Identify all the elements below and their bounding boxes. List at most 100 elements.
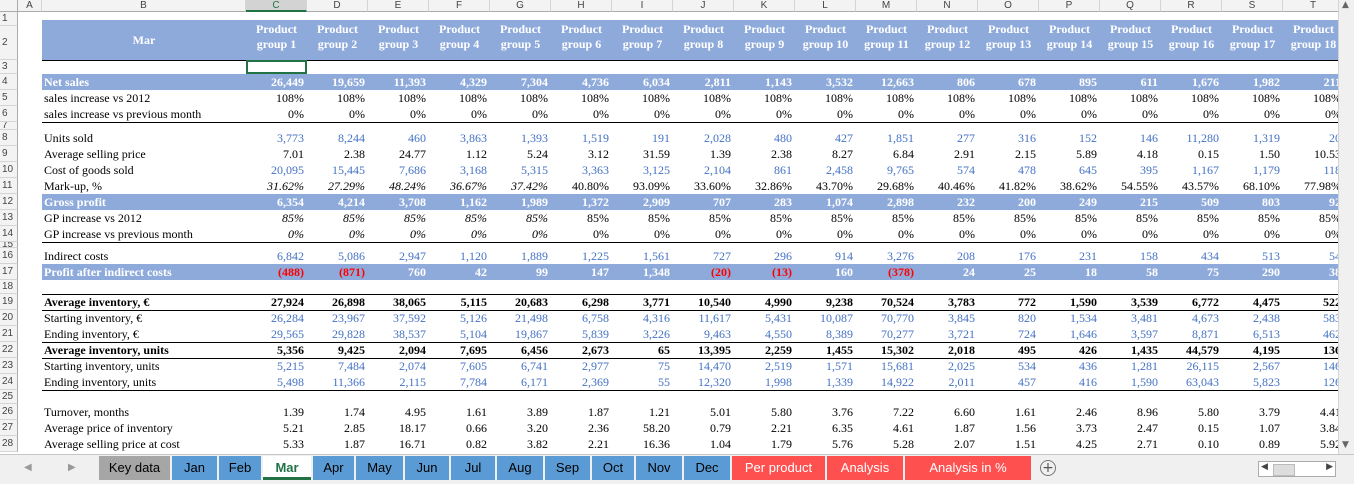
data-cell[interactable]: 160 xyxy=(835,265,853,279)
data-cell[interactable]: 1,167 xyxy=(1192,163,1219,177)
data-cell[interactable]: 1,281 xyxy=(1131,359,1158,373)
data-cell[interactable]: 1,143 xyxy=(765,75,792,89)
data-cell[interactable]: 93.09% xyxy=(633,179,670,193)
data-cell[interactable]: 5.33 xyxy=(283,437,304,451)
data-cell[interactable]: 2.47 xyxy=(1137,421,1158,435)
scroll-down-icon[interactable]: ▼ xyxy=(1342,440,1349,450)
column-header-t[interactable]: T xyxy=(1283,0,1338,12)
sheet-tab-analysis[interactable]: Analysis xyxy=(827,456,903,480)
data-cell[interactable]: 18 xyxy=(1085,265,1097,279)
row-header-28[interactable]: 28 xyxy=(0,436,18,452)
data-cell[interactable]: 5,126 xyxy=(460,311,487,325)
row-header-3[interactable]: 3 xyxy=(0,60,18,74)
data-cell[interactable]: 0% xyxy=(898,107,914,121)
data-cell[interactable]: 5.01 xyxy=(710,405,731,419)
row-header-1[interactable]: 1 xyxy=(0,12,18,26)
data-cell[interactable]: 3.12 xyxy=(588,147,609,161)
data-cell[interactable]: 0% xyxy=(1020,227,1036,241)
data-cell[interactable]: 85% xyxy=(1197,211,1219,225)
data-cell[interactable]: 2.15 xyxy=(1015,147,1036,161)
data-cell[interactable]: 1,372 xyxy=(582,195,609,209)
data-cell[interactable]: 10.53 xyxy=(1314,147,1338,161)
data-cell[interactable]: 4.95 xyxy=(405,405,426,419)
data-cell[interactable]: 2,811 xyxy=(704,75,731,89)
row-header-4[interactable]: 4 xyxy=(0,74,18,90)
sheet-tab-jan[interactable]: Jan xyxy=(172,456,217,480)
data-cell[interactable]: 85% xyxy=(282,211,304,225)
data-cell[interactable]: 434 xyxy=(1201,249,1219,263)
data-cell[interactable]: 48.24% xyxy=(389,179,426,193)
data-cell[interactable]: 211 xyxy=(1323,75,1338,89)
data-cell[interactable]: 416 xyxy=(1079,375,1097,389)
data-cell[interactable]: 5,086 xyxy=(338,249,365,263)
data-cell[interactable]: 108% xyxy=(1069,91,1097,105)
data-cell[interactable]: 0% xyxy=(471,227,487,241)
data-cell[interactable]: 4,990 xyxy=(765,295,792,309)
data-cell[interactable]: 0% xyxy=(898,227,914,241)
data-cell[interactable]: 147 xyxy=(591,265,609,279)
data-cell[interactable]: 1.61 xyxy=(1015,405,1036,419)
data-cell[interactable]: 21,498 xyxy=(515,311,548,325)
data-cell[interactable]: 513 xyxy=(1262,249,1280,263)
data-cell[interactable]: 480 xyxy=(774,131,792,145)
row-header-2[interactable]: 2 xyxy=(0,26,18,60)
sheet-tab-jul[interactable]: Jul xyxy=(451,456,495,480)
sheet-tab-analysis-in-[interactable]: Analysis in % xyxy=(905,456,1031,480)
data-cell[interactable]: 534 xyxy=(1018,359,1036,373)
data-cell[interactable]: 4,195 xyxy=(1253,343,1280,357)
data-cell[interactable]: 31.59 xyxy=(643,147,670,161)
data-cell[interactable]: 7,784 xyxy=(460,375,487,389)
data-cell[interactable]: 70,524 xyxy=(881,295,914,309)
data-cell[interactable]: 772 xyxy=(1018,295,1036,309)
row-header-26[interactable]: 26 xyxy=(0,404,18,420)
data-cell[interactable]: 2,567 xyxy=(1253,359,1280,373)
column-header-g[interactable]: G xyxy=(490,0,551,12)
data-cell[interactable]: 146 xyxy=(1323,359,1338,373)
data-cell[interactable]: 2,025 xyxy=(948,359,975,373)
sheet-tab-mar[interactable]: Mar xyxy=(263,456,311,480)
data-cell[interactable]: 0% xyxy=(532,107,548,121)
data-cell[interactable]: 23,967 xyxy=(332,311,365,325)
data-cell[interactable]: 1.39 xyxy=(283,405,304,419)
data-cell[interactable]: 0% xyxy=(593,227,609,241)
data-cell[interactable]: 29.68% xyxy=(877,179,914,193)
data-cell[interactable]: 108% xyxy=(276,91,304,105)
data-cell[interactable]: 6,354 xyxy=(277,195,304,209)
data-cell[interactable]: 2,259 xyxy=(765,343,792,357)
data-cell[interactable]: 1.39 xyxy=(710,147,731,161)
sheet-tab-feb[interactable]: Feb xyxy=(219,456,261,480)
data-cell[interactable]: 296 xyxy=(774,249,792,263)
data-cell[interactable]: 38,065 xyxy=(393,295,426,309)
data-cell[interactable]: 5,315 xyxy=(521,163,548,177)
data-cell[interactable]: 16.71 xyxy=(399,437,426,451)
data-cell[interactable]: 820 xyxy=(1018,311,1036,325)
data-cell[interactable]: 724 xyxy=(1018,327,1036,341)
data-cell[interactable]: 108% xyxy=(581,91,609,105)
data-cell[interactable]: 0% xyxy=(471,107,487,121)
row-header-15[interactable]: 15 xyxy=(0,242,18,248)
data-cell[interactable]: 38.62% xyxy=(1060,179,1097,193)
data-cell[interactable]: 436 xyxy=(1079,359,1097,373)
data-cell[interactable]: 3,532 xyxy=(826,75,853,89)
data-cell[interactable]: 26,449 xyxy=(271,75,304,89)
data-cell[interactable]: 3.76 xyxy=(832,405,853,419)
data-cell[interactable]: 4.18 xyxy=(1137,147,1158,161)
data-cell[interactable]: 5.89 xyxy=(1076,147,1097,161)
data-cell[interactable]: 914 xyxy=(835,249,853,263)
data-cell[interactable]: 58.20 xyxy=(643,421,670,435)
vertical-scrollbar[interactable]: ▲ ▼ xyxy=(1338,0,1354,454)
data-cell[interactable]: 20,095 xyxy=(271,163,304,177)
data-cell[interactable]: 85% xyxy=(1136,211,1158,225)
data-cell[interactable]: 7,484 xyxy=(338,359,365,373)
data-cell[interactable]: 44,579 xyxy=(1186,343,1219,357)
column-header-j[interactable]: J xyxy=(673,0,734,12)
data-cell[interactable]: 15,681 xyxy=(881,359,914,373)
data-cell[interactable]: 1,455 xyxy=(826,343,853,357)
data-cell[interactable]: 85% xyxy=(953,211,975,225)
data-cell[interactable]: 108% xyxy=(703,91,731,105)
data-cell[interactable]: 4.25 xyxy=(1076,437,1097,451)
data-cell[interactable]: 1.87 xyxy=(954,421,975,435)
row-header-18[interactable]: 18 xyxy=(0,280,18,294)
data-cell[interactable]: 7.22 xyxy=(893,405,914,419)
